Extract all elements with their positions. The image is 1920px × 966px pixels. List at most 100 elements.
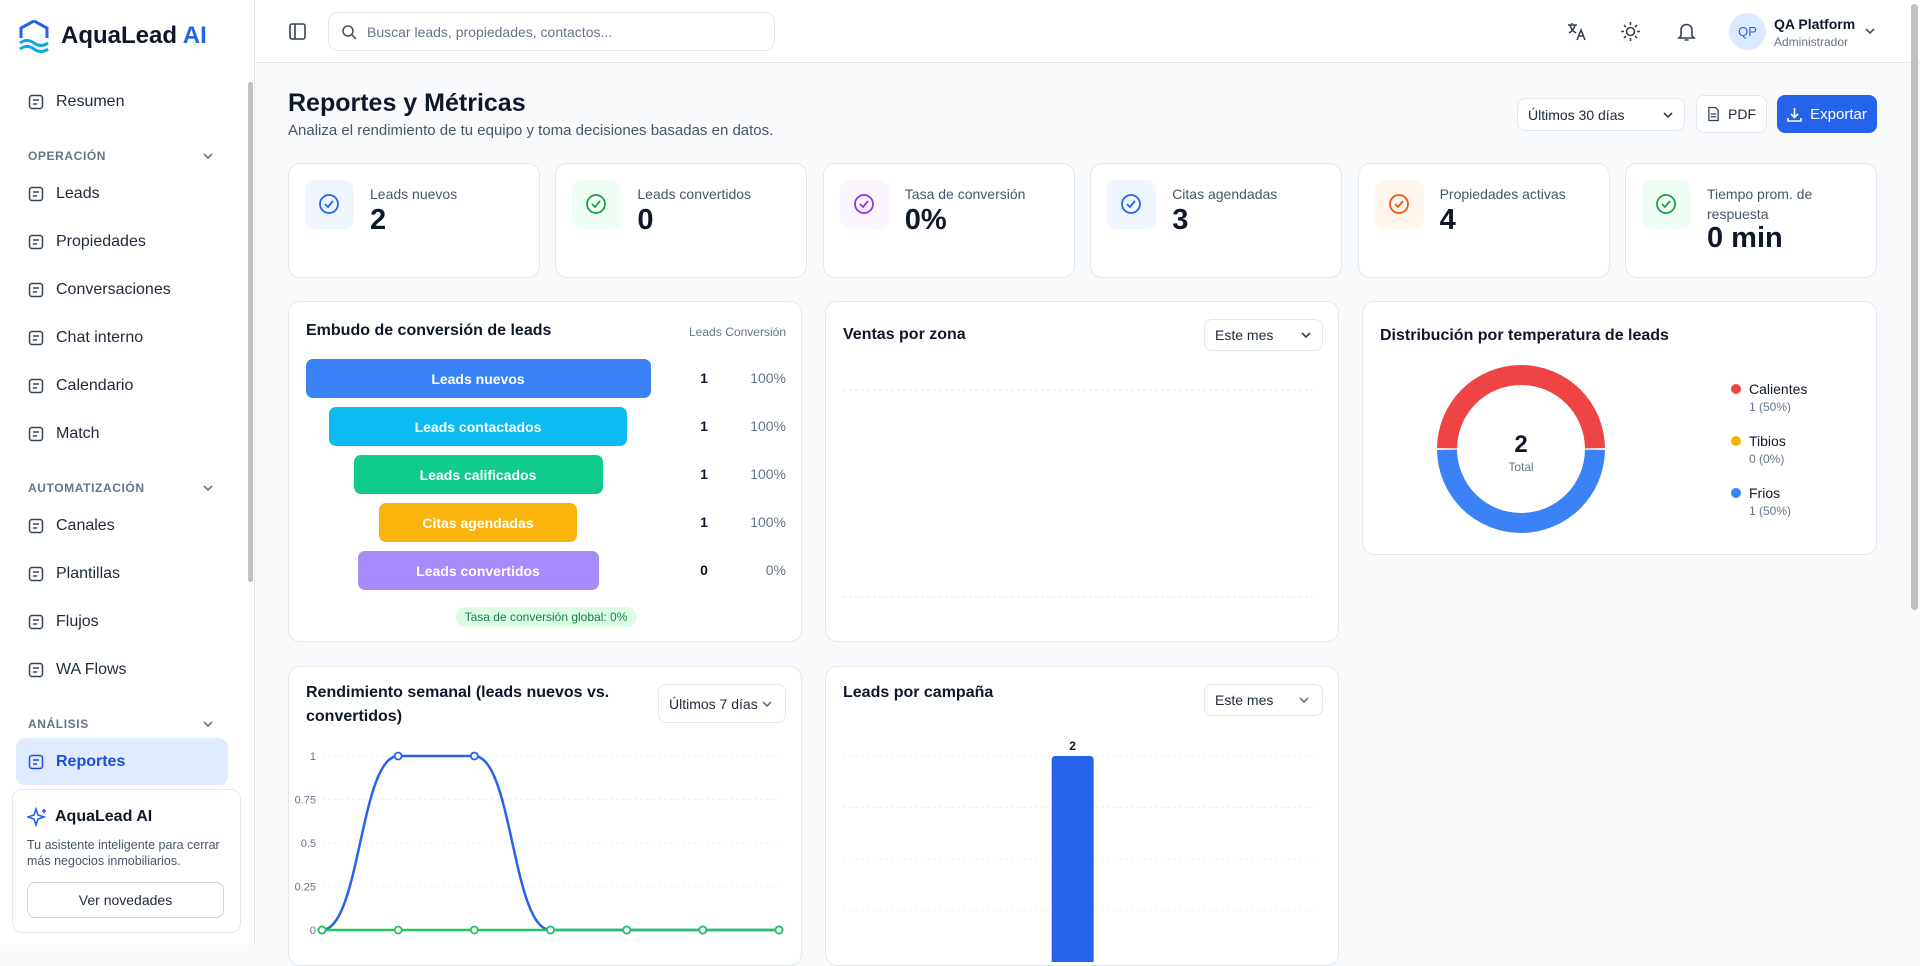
filter-select[interactable]: Este mes	[1204, 684, 1323, 716]
nav-label: Chat interno	[56, 329, 144, 346]
icon-shape	[28, 282, 44, 298]
page-scrollbar	[1911, 4, 1918, 610]
funnel-bar: Leads nuevos	[305, 359, 651, 398]
empty-plot	[843, 389, 1313, 598]
nav-icon	[28, 614, 44, 630]
series-point	[774, 925, 784, 935]
chevron-path	[203, 485, 213, 492]
nav-label: Plantillas	[56, 565, 121, 582]
icon-shape	[1121, 194, 1142, 214]
donut-slice	[1437, 364, 1605, 449]
nav-item[interactable]: Flujos	[16, 598, 228, 646]
nav-item[interactable]: Reportes	[16, 738, 228, 785]
nav-item[interactable]: Match	[16, 410, 228, 458]
funnel-bar: Leads contactados	[329, 407, 627, 446]
nav-label: Canales	[56, 517, 115, 534]
nav-icon	[28, 94, 44, 110]
kpi-icon-glyph	[319, 194, 339, 214]
user-chevron[interactable]	[1864, 26, 1876, 36]
line-plot: 0 0.25 0.5 0.75 1	[295, 751, 784, 937]
nav: Resumen OPERACIÓN Leads Propiedades Conversa…	[0, 78, 246, 785]
funnel-leads: 1	[700, 418, 708, 434]
card-title: Rendimiento semanal (leads nuevos vs. co…	[306, 684, 610, 725]
chevron	[1301, 332, 1311, 339]
kpi-icon-glyph	[1656, 194, 1676, 214]
filter-label: Últimos 7 días	[669, 695, 758, 712]
filter-select[interactable]: Este mes	[1204, 319, 1323, 351]
card-title: Leads por campaña	[843, 684, 994, 701]
icon-shape	[859, 200, 869, 209]
filter-label: Este mes	[1215, 692, 1274, 708]
brand-accent: AI	[182, 22, 207, 49]
nav-item[interactable]: Plantillas	[16, 550, 228, 598]
brand: AquaLead AI	[61, 22, 207, 50]
sidebar-toggle[interactable]	[289, 23, 306, 40]
icon-shape	[33, 191, 39, 197]
range-label: Últimos 30 días	[1528, 106, 1625, 123]
kpi-icon	[305, 180, 354, 229]
nav-icon	[28, 330, 44, 346]
kpi-label: Leads nuevos	[370, 186, 458, 202]
funnel-leads: 1	[700, 466, 708, 482]
nav-icon	[28, 234, 44, 250]
donut: Calientes 1 (50%) Tibios 0 (0%) Frios 1 (50%)…	[1437, 364, 1807, 534]
funnel-conversion: 100%	[750, 418, 786, 434]
nav-icon	[28, 426, 44, 442]
filter-select[interactable]: Últimos 7 días	[658, 684, 786, 723]
sparkle-icon	[27, 807, 47, 828]
search[interactable]: Buscar leads, propiedades, contactos...	[328, 12, 775, 51]
legend-label: Frios	[1749, 485, 1780, 501]
y-tick-label: 0	[310, 925, 316, 937]
legend-dot	[1731, 436, 1741, 446]
logo	[19, 19, 49, 53]
pdf-button[interactable]: PDF	[1696, 95, 1767, 133]
page-title: Reportes y Métricas	[288, 89, 526, 117]
funnel-bar: Leads convertidos	[357, 551, 599, 590]
icon-shape	[324, 200, 334, 209]
kpi-value: 3	[1172, 204, 1189, 236]
legend-label: Tibios	[1749, 433, 1786, 449]
icon-shape	[33, 335, 39, 341]
nav-item[interactable]: Leads	[16, 170, 228, 218]
nav-item[interactable]: Conversaciones	[16, 266, 228, 314]
bell-icon[interactable]	[1676, 21, 1697, 42]
chevron	[203, 721, 213, 728]
series-point	[393, 925, 403, 935]
search-placeholder: Buscar leads, propiedades, contactos...	[367, 23, 613, 40]
user-role: Administrador	[1774, 35, 1849, 49]
kpi-card: Tasa de conversión 0%	[822, 163, 1075, 278]
theme-icon[interactable]	[1620, 21, 1641, 42]
nav-item[interactable]: WA Flows	[16, 646, 228, 694]
nav-item[interactable]: Canales	[16, 502, 228, 550]
icon-shape	[591, 200, 602, 209]
legend-value: 1 (50%)	[1749, 400, 1791, 414]
nav-section: ANÁLISIS	[28, 717, 89, 731]
y-tick-label: 1	[310, 751, 316, 763]
chevron	[1299, 697, 1309, 704]
nav-item[interactable]: Resumen	[16, 78, 228, 126]
promo-title: AquaLead AI	[55, 808, 153, 825]
funnel-bar: Leads calificados	[353, 455, 603, 494]
promo-button[interactable]: Ver novedades	[27, 882, 224, 918]
icon-shape	[28, 330, 44, 346]
nav-item[interactable]: Calendario	[16, 362, 228, 410]
translate-icon[interactable]	[1566, 21, 1587, 42]
promo-text: Tu asistente inteligente para cerrar más…	[27, 838, 220, 868]
nav-item[interactable]: Chat interno	[16, 314, 228, 362]
icon-shape	[28, 566, 44, 582]
legend-dot	[1731, 384, 1741, 394]
icon-shape	[28, 518, 44, 534]
nav-item[interactable]: Propiedades	[16, 218, 228, 266]
kpi-icon	[1642, 180, 1691, 229]
nav-icon	[28, 662, 44, 678]
export-button[interactable]: Exportar	[1777, 95, 1877, 133]
funnel-leads: 1	[700, 370, 708, 386]
range-select[interactable]: Últimos 30 días	[1517, 98, 1685, 131]
nav-label: Resumen	[56, 93, 125, 110]
avatar[interactable]: QP	[1729, 13, 1766, 50]
kpi-value: 4	[1439, 204, 1456, 236]
icon-shape	[28, 94, 44, 110]
series-point	[393, 751, 403, 761]
zones-card: Ventas por zona Este mes	[825, 301, 1339, 642]
